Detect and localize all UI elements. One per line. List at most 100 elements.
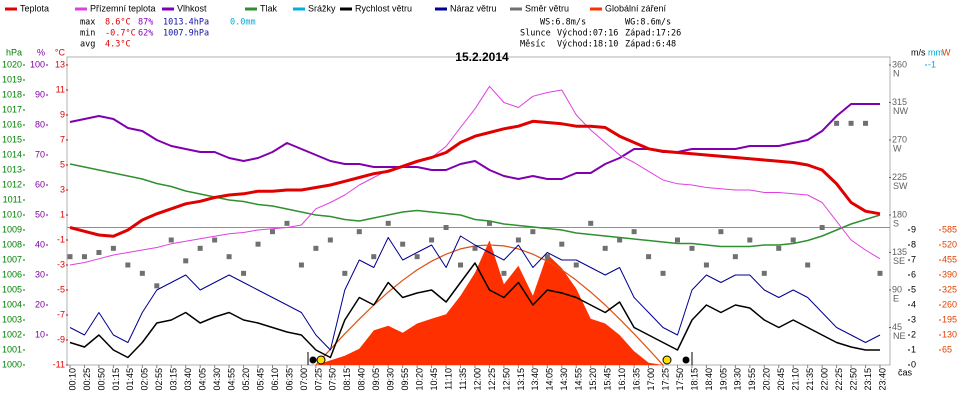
x-tick-label: 17:00 bbox=[646, 368, 656, 391]
y-tick-label: 45 bbox=[892, 322, 902, 332]
y-tick-label: 1016 bbox=[2, 119, 22, 129]
y-tick-label: 65 bbox=[942, 344, 952, 354]
compass-label: S bbox=[893, 218, 899, 228]
x-tick-label: 13:15 bbox=[516, 368, 526, 391]
x-tick-label: 08:15 bbox=[342, 368, 352, 391]
info: Východ:18:10 bbox=[557, 40, 618, 50]
y-tick-label: 1007 bbox=[2, 254, 22, 264]
y-tick-label: 3 bbox=[911, 314, 916, 324]
legend-label: Srážky bbox=[308, 3, 336, 13]
y-tick-label: 7 bbox=[911, 254, 916, 264]
y-tick-label: 1 bbox=[60, 209, 65, 219]
chart-title: 15.2.2014 bbox=[455, 50, 509, 64]
wind-direction-point bbox=[660, 270, 666, 276]
wind-direction-point bbox=[226, 254, 232, 260]
y-tick-label: 9 bbox=[60, 109, 65, 119]
stat: 0.0mm bbox=[230, 18, 256, 28]
wind-direction-point bbox=[429, 237, 435, 243]
compass-label: SE bbox=[893, 256, 905, 266]
info: Měsíc bbox=[520, 40, 546, 50]
y-tick-label: 315 bbox=[892, 97, 907, 107]
wind-direction-point bbox=[834, 120, 840, 126]
stat: 4.3°C bbox=[105, 40, 131, 50]
x-tick-label: 17:50 bbox=[675, 368, 685, 391]
x-tick-label: 00:25 bbox=[82, 368, 92, 391]
wind-direction-point bbox=[67, 254, 73, 260]
info: WS:6.8m/s bbox=[540, 18, 586, 28]
y-tick-label: 390 bbox=[942, 269, 957, 279]
y-tick-label: 1 bbox=[911, 344, 916, 354]
wind-direction-point bbox=[544, 254, 550, 260]
wind-direction-point bbox=[805, 262, 811, 268]
wind-direction-point bbox=[646, 254, 652, 260]
x-tick-label: 20:20 bbox=[762, 368, 772, 391]
series-line bbox=[69, 119, 881, 238]
y-tick-label: 1010 bbox=[2, 209, 22, 219]
x-tick-label: 12:00 bbox=[472, 368, 482, 391]
wind-direction-point bbox=[877, 270, 883, 276]
wind-direction-point bbox=[472, 245, 478, 251]
y-tick-label: 8 bbox=[911, 239, 916, 249]
wind-direction-point bbox=[313, 245, 319, 251]
wind-direction-point bbox=[602, 245, 608, 251]
x-tick-label: 03:40 bbox=[183, 368, 193, 391]
compass-label: NW bbox=[893, 106, 908, 116]
y-tick-label: 1018 bbox=[2, 89, 22, 99]
x-tick-label: 07:50 bbox=[328, 368, 338, 391]
compass-label: N bbox=[893, 68, 900, 78]
x-tick-label: 03:15 bbox=[169, 368, 179, 391]
y-tick-label: 90 bbox=[892, 284, 902, 294]
x-tick-label: 10:45 bbox=[429, 368, 439, 391]
x-tick-label: 00:50 bbox=[96, 368, 106, 391]
x-tick-label: 11:35 bbox=[458, 368, 468, 390]
y-tick-label: 70 bbox=[35, 149, 45, 159]
info: Východ:07:16 bbox=[557, 29, 618, 39]
stat: -0.7°C bbox=[105, 29, 136, 39]
axis-title: °C bbox=[55, 47, 66, 57]
y-tick-label: 260 bbox=[942, 299, 957, 309]
wind-direction-point bbox=[96, 250, 102, 255]
y-tick-label: 5 bbox=[60, 159, 65, 169]
y-tick-label: 30 bbox=[35, 269, 45, 279]
y-tick-label: -1 bbox=[928, 59, 936, 69]
x-tick-label: 12:25 bbox=[487, 368, 497, 391]
y-tick-label: -3 bbox=[57, 259, 65, 269]
x-tick-label: 07:25 bbox=[313, 368, 323, 391]
wind-direction-point bbox=[559, 241, 565, 247]
legend-label: Rychlost větru bbox=[355, 3, 412, 13]
y-tick-label: 1020 bbox=[2, 59, 22, 69]
x-tick-label: 19:55 bbox=[747, 368, 757, 391]
x-tick-label: 04:55 bbox=[226, 368, 236, 391]
x-tick-label: 08:40 bbox=[357, 368, 367, 391]
y-tick-label: 1012 bbox=[2, 179, 22, 189]
y-tick-label: 1001 bbox=[2, 344, 22, 354]
compass-label: E bbox=[893, 293, 899, 303]
wind-direction-point bbox=[183, 258, 189, 264]
x-tick-label: 15:20 bbox=[588, 368, 598, 391]
stat: min bbox=[80, 29, 95, 39]
x-tick-label: 06:35 bbox=[284, 368, 294, 391]
x-tick-label: 13:40 bbox=[530, 368, 540, 391]
wind-direction-point bbox=[139, 270, 145, 276]
wind-direction-point bbox=[776, 245, 782, 251]
legend-label: Náraz větru bbox=[450, 3, 497, 13]
x-tick-label: 02:55 bbox=[154, 368, 164, 391]
wind-direction-point bbox=[530, 229, 536, 235]
y-tick-label: 90 bbox=[35, 89, 45, 99]
x-tick-label: 10:20 bbox=[415, 368, 425, 391]
y-tick-label: -5 bbox=[57, 284, 65, 294]
wind-direction-point bbox=[790, 237, 796, 243]
x-tick-label: 01:15 bbox=[111, 368, 121, 391]
y-tick-label: 1002 bbox=[2, 329, 22, 339]
radiation-area bbox=[70, 240, 880, 365]
x-tick-label: 11:10 bbox=[443, 368, 453, 390]
x-tick-label: 12:50 bbox=[501, 368, 511, 391]
wind-direction-point bbox=[573, 262, 579, 268]
wind-direction-point bbox=[848, 120, 854, 126]
wind-direction-point bbox=[458, 262, 464, 268]
y-tick-label: 3 bbox=[60, 184, 65, 194]
x-tick-label: 16:35 bbox=[631, 368, 641, 391]
wind-direction-point bbox=[863, 120, 869, 126]
x-tick-label: 16:10 bbox=[617, 368, 627, 391]
